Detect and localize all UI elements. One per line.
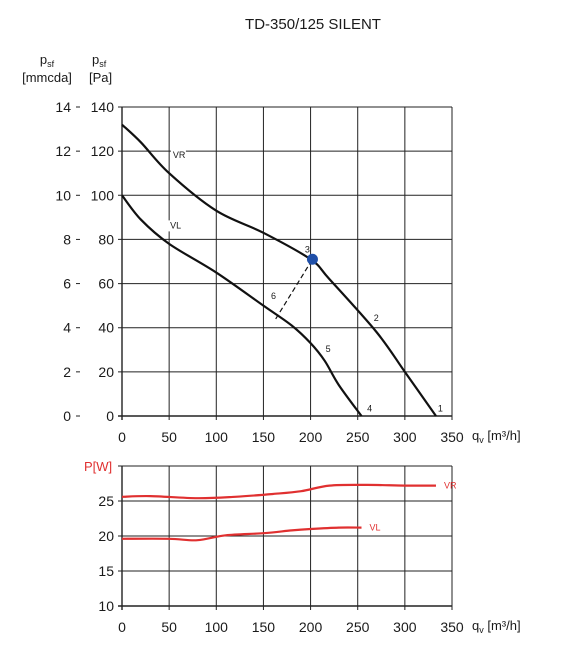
pressure-curve-vl [121, 194, 363, 417]
curve-label-bg-vr [170, 149, 186, 161]
pressure-y-tick-pa-0: 0 [106, 408, 114, 424]
curve-label-vl: VL [170, 220, 181, 230]
power-y-tick-25: 25 [98, 493, 114, 509]
power-tick-labels: 0 50 100 150 200 250 300 350 10 15 20 25 [98, 493, 463, 635]
power-curve-labels: VR VL [369, 481, 456, 533]
curve-label-bg-vl [168, 220, 184, 232]
power-curve-label-vl: VL [369, 523, 380, 533]
pressure-x-tick-100: 100 [205, 429, 229, 445]
power-x-tick-0: 0 [118, 619, 126, 635]
power-axis-title: P[W] [84, 459, 112, 474]
pressure-x-tick-50: 50 [161, 429, 177, 445]
pressure-y-tick-pa-120: 120 [91, 143, 115, 159]
pressure-x-tick-200: 200 [299, 429, 323, 445]
pressure-curve-labels: 1 2 3 4 5 6 VR VL [168, 149, 443, 414]
x-axis-title-upper-unit: [m³/h] [484, 428, 521, 443]
pressure-y-tick-pa-80: 80 [98, 231, 114, 247]
x-axis-title-lower: qv [m³/h] [472, 618, 521, 635]
operating-point [306, 253, 318, 265]
point-label-1: 1 [438, 404, 443, 414]
power-curve-label-vr: VR [444, 481, 457, 491]
pressure-y-tick-pa-40: 40 [98, 320, 114, 336]
power-x-tick-250: 250 [346, 619, 370, 635]
point-label-3: 3 [305, 245, 310, 255]
x-axis-title-upper-base: q [472, 428, 479, 443]
pressure-x-tick-0: 0 [118, 429, 126, 445]
point-label-2: 2 [374, 313, 379, 323]
pressure-y-tick-mmcda-0: 0 [63, 408, 71, 424]
pressure-x-tick-250: 250 [346, 429, 370, 445]
power-x-tick-300: 300 [393, 619, 417, 635]
y-axis-title-mmcda-base: p [40, 52, 47, 67]
pressure-y-tick-pa-60: 60 [98, 276, 114, 292]
pressure-curve-vr [121, 123, 437, 417]
power-x-tick-150: 150 [252, 619, 276, 635]
y-axis-title-pa-base: p [92, 52, 99, 67]
y-axis-title-pa-sub: sf [99, 59, 107, 69]
y-axis-unit-mmcda: [mmcda] [22, 70, 72, 85]
point-label-4: 4 [367, 404, 372, 414]
pressure-y-tick-mmcda-12: 12 [55, 143, 71, 159]
pressure-y-tick-mmcda-4: 4 [63, 320, 71, 336]
pressure-y-tick-mmcda-14: 14 [55, 99, 71, 115]
pressure-x-tick-300: 300 [393, 429, 417, 445]
x-axis-title-lower-sub: v [479, 625, 484, 635]
pressure-grid [76, 106, 453, 420]
power-x-tick-350: 350 [440, 619, 464, 635]
system-resistance-line [275, 258, 313, 320]
y-axis-title-pa: psf [92, 52, 107, 69]
pressure-y-tick-mmcda-8: 8 [63, 231, 71, 247]
power-y-tick-20: 20 [98, 528, 114, 544]
pressure-curves [121, 123, 437, 417]
pressure-y-tick-pa-100: 100 [91, 187, 115, 203]
power-curve-vl [121, 526, 362, 542]
x-axis-title-lower-unit: [m³/h] [484, 618, 521, 633]
y-axis-title-mmcda: psf [40, 52, 55, 69]
point-label-5: 5 [326, 344, 331, 354]
pressure-y-tick-pa-140: 140 [91, 99, 115, 115]
power-curves [121, 483, 436, 542]
point-label-6: 6 [271, 291, 276, 301]
power-x-tick-100: 100 [205, 619, 229, 635]
power-x-tick-50: 50 [161, 619, 177, 635]
x-axis-title-upper-sub: v [479, 435, 484, 445]
power-y-tick-15: 15 [98, 563, 114, 579]
pressure-y-tick-mmcda-10: 10 [55, 187, 71, 203]
power-grid [118, 465, 453, 610]
y-axis-title-mmcda-sub: sf [47, 59, 55, 69]
power-y-tick-10: 10 [98, 598, 114, 614]
pressure-x-tick-150: 150 [252, 429, 276, 445]
curve-label-vr: VR [173, 150, 186, 160]
pressure-y-tick-mmcda-6: 6 [63, 276, 71, 292]
pressure-y-tick-mmcda-2: 2 [63, 364, 71, 380]
y-axis-unit-pa: [Pa] [89, 70, 112, 85]
x-axis-title-upper: qv [m³/h] [472, 428, 521, 445]
power-x-tick-200: 200 [299, 619, 323, 635]
chart-title: TD-350/125 SILENT [245, 16, 381, 33]
pressure-tick-labels: 0 50 100 150 200 250 300 350 0 20 40 60 80 100 120 140 0… [55, 99, 463, 445]
pressure-x-tick-350: 350 [440, 429, 464, 445]
power-curve-vr [121, 483, 436, 500]
pressure-y-tick-pa-20: 20 [98, 364, 114, 380]
x-axis-title-lower-base: q [472, 618, 479, 633]
